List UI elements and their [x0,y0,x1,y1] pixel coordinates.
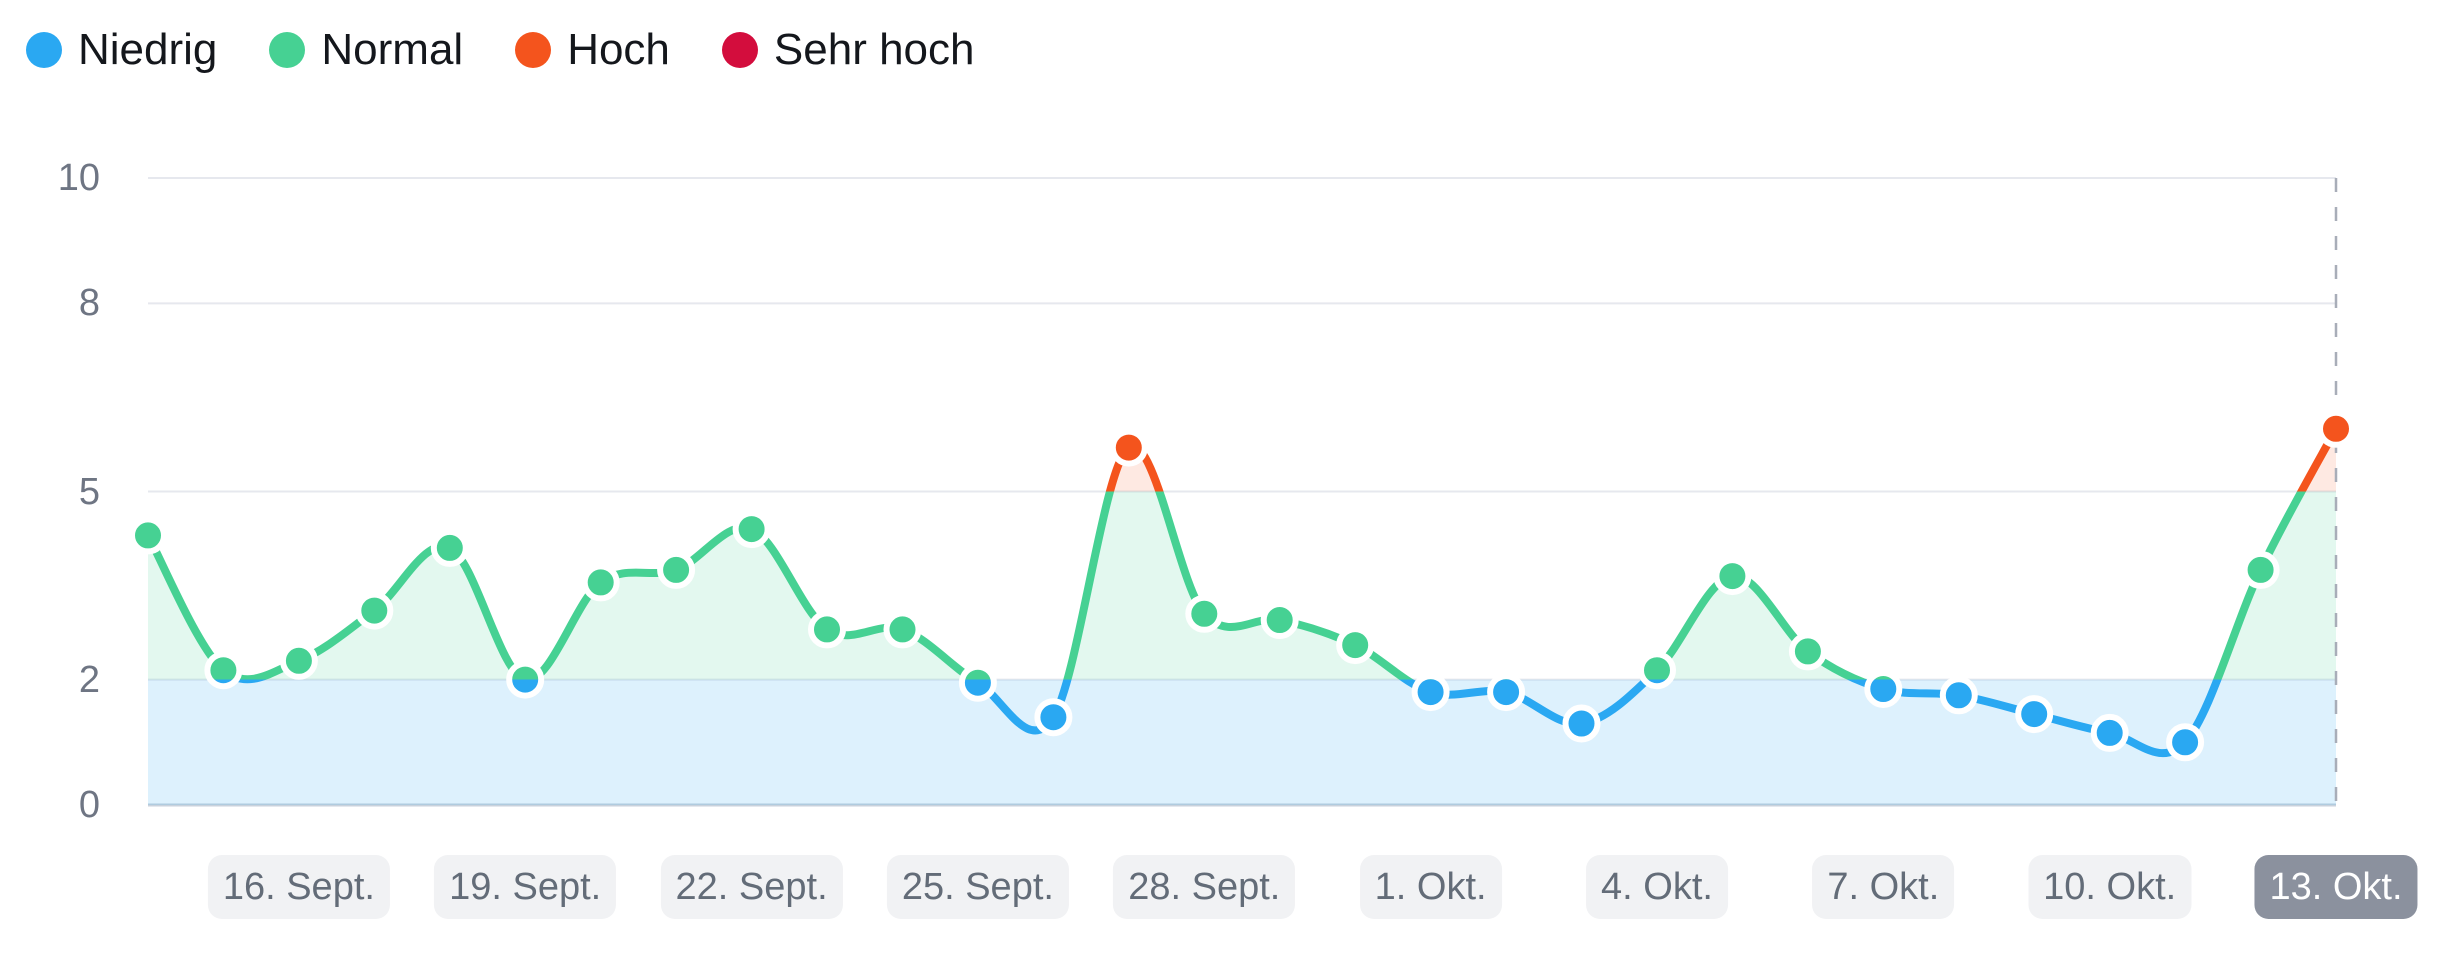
data-point-10-okt[interactable] [2090,713,2129,752]
data-point-8-okt[interactable] [1939,676,1978,715]
x-axis-label-16-sept[interactable]: 16. Sept. [207,855,390,919]
data-point-7-okt[interactable] [1864,670,1903,708]
data-point-6-okt[interactable] [1788,632,1827,671]
data-point-16-sept[interactable] [279,641,318,680]
data-point-9-okt[interactable] [2015,695,2054,734]
y-axis-label-0: 0 [78,784,100,826]
legend-label: Normal [321,25,464,74]
legend-label: Hoch [567,25,670,74]
data-point-28-sept[interactable] [1185,594,1224,633]
data-point-13-okt[interactable] [2317,409,2355,448]
legend-item-hoch[interactable]: Hoch [515,24,670,76]
data-point-5-okt[interactable] [1713,557,1752,596]
niedrig-zone-band [148,679,2336,805]
data-point-30-sept[interactable] [1336,626,1375,665]
data-point-3-okt[interactable] [1562,704,1601,743]
legend-label: Niedrig [78,25,218,74]
data-point-26-sept[interactable] [1034,698,1073,737]
data-point-20-sept[interactable] [581,563,620,602]
data-point-2-okt[interactable] [1487,673,1526,712]
data-point-29-sept[interactable] [1260,601,1299,639]
x-axis-label-19-sept[interactable]: 19. Sept. [434,855,617,919]
sehr-hoch-legend-dot-icon [721,32,758,68]
x-axis-label-25-sept[interactable]: 25. Sept. [886,855,1069,919]
x-axis-label-13-okt[interactable]: 13. Okt. [2254,855,2418,919]
x-axis-label-22-sept[interactable]: 22. Sept. [660,855,843,919]
y-axis-label-8: 8 [78,282,100,325]
data-point-22-sept[interactable] [732,510,771,549]
legend-label: Sehr hoch [773,25,975,74]
data-point-19-sept[interactable] [506,660,545,699]
legend-item-normal[interactable]: Normal [269,24,463,76]
data-point-27-sept[interactable] [1109,428,1148,467]
data-point-24-sept[interactable] [883,610,922,649]
data-point-25-sept[interactable] [958,663,997,702]
y-axis-label-2: 2 [78,658,100,701]
data-point-1-okt[interactable] [1411,673,1450,712]
data-point-15-sept[interactable] [204,651,243,690]
x-axis-label-28-sept[interactable]: 28. Sept. [1113,855,1296,919]
data-point-14-sept[interactable] [129,516,167,555]
x-axis-label-7-okt[interactable]: 7. Okt. [1812,855,1955,919]
x-axis-label-1-okt[interactable]: 1. Okt. [1359,855,1502,919]
niedrig-legend-dot-icon [26,32,62,68]
data-point-12-okt[interactable] [2241,550,2280,589]
legend-item-sehr-hoch[interactable]: Sehr hoch [721,24,975,76]
x-axis-label-4-okt[interactable]: 4. Okt. [1586,855,1728,919]
x-axis-label-10-okt[interactable]: 10. Okt. [2028,855,2192,919]
data-point-21-sept[interactable] [657,550,696,589]
y-axis-label-10: 10 [57,157,100,199]
normal-legend-dot-icon [269,32,306,68]
data-point-18-sept[interactable] [430,528,469,567]
data-point-17-sept[interactable] [355,591,394,630]
data-point-4-okt[interactable] [1638,651,1676,690]
chart-legend: Niedrig Normal Hoch Sehr hoch [26,24,974,76]
data-point-23-sept[interactable] [808,610,846,649]
legend-item-niedrig[interactable]: Niedrig [26,24,217,76]
y-axis-label-5: 5 [78,470,100,513]
data-point-11-okt[interactable] [2166,723,2205,762]
hoch-legend-dot-icon [515,32,552,68]
